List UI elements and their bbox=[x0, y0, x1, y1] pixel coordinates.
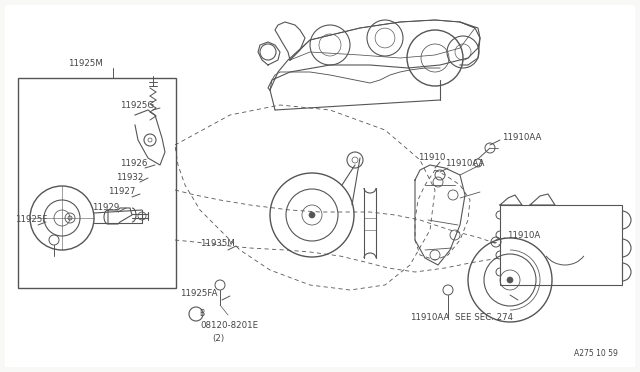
Text: 11910A: 11910A bbox=[507, 231, 540, 241]
Text: 11935M: 11935M bbox=[200, 240, 235, 248]
Text: (2): (2) bbox=[212, 334, 224, 343]
Text: 11925M: 11925M bbox=[68, 60, 103, 68]
Text: 11910AA: 11910AA bbox=[410, 314, 449, 323]
Text: 11929: 11929 bbox=[92, 202, 119, 212]
Text: 11925G: 11925G bbox=[120, 102, 154, 110]
Bar bbox=[18, 78, 176, 288]
Text: SEE SEC. 274: SEE SEC. 274 bbox=[455, 314, 513, 323]
Text: 11925FA: 11925FA bbox=[180, 289, 218, 298]
Text: 11925F: 11925F bbox=[15, 215, 47, 224]
Text: 11926: 11926 bbox=[120, 158, 147, 167]
Text: A275 10 59: A275 10 59 bbox=[574, 349, 618, 358]
Bar bbox=[500, 205, 622, 285]
Text: 11910: 11910 bbox=[418, 154, 445, 163]
Text: 11932: 11932 bbox=[116, 173, 143, 182]
Text: 11927: 11927 bbox=[108, 187, 136, 196]
Text: B: B bbox=[199, 310, 204, 318]
Circle shape bbox=[507, 277, 513, 283]
Circle shape bbox=[309, 212, 315, 218]
Text: 11910AA: 11910AA bbox=[502, 134, 541, 142]
Text: 08120-8201E: 08120-8201E bbox=[200, 321, 258, 330]
Text: 11910AA: 11910AA bbox=[445, 158, 484, 167]
